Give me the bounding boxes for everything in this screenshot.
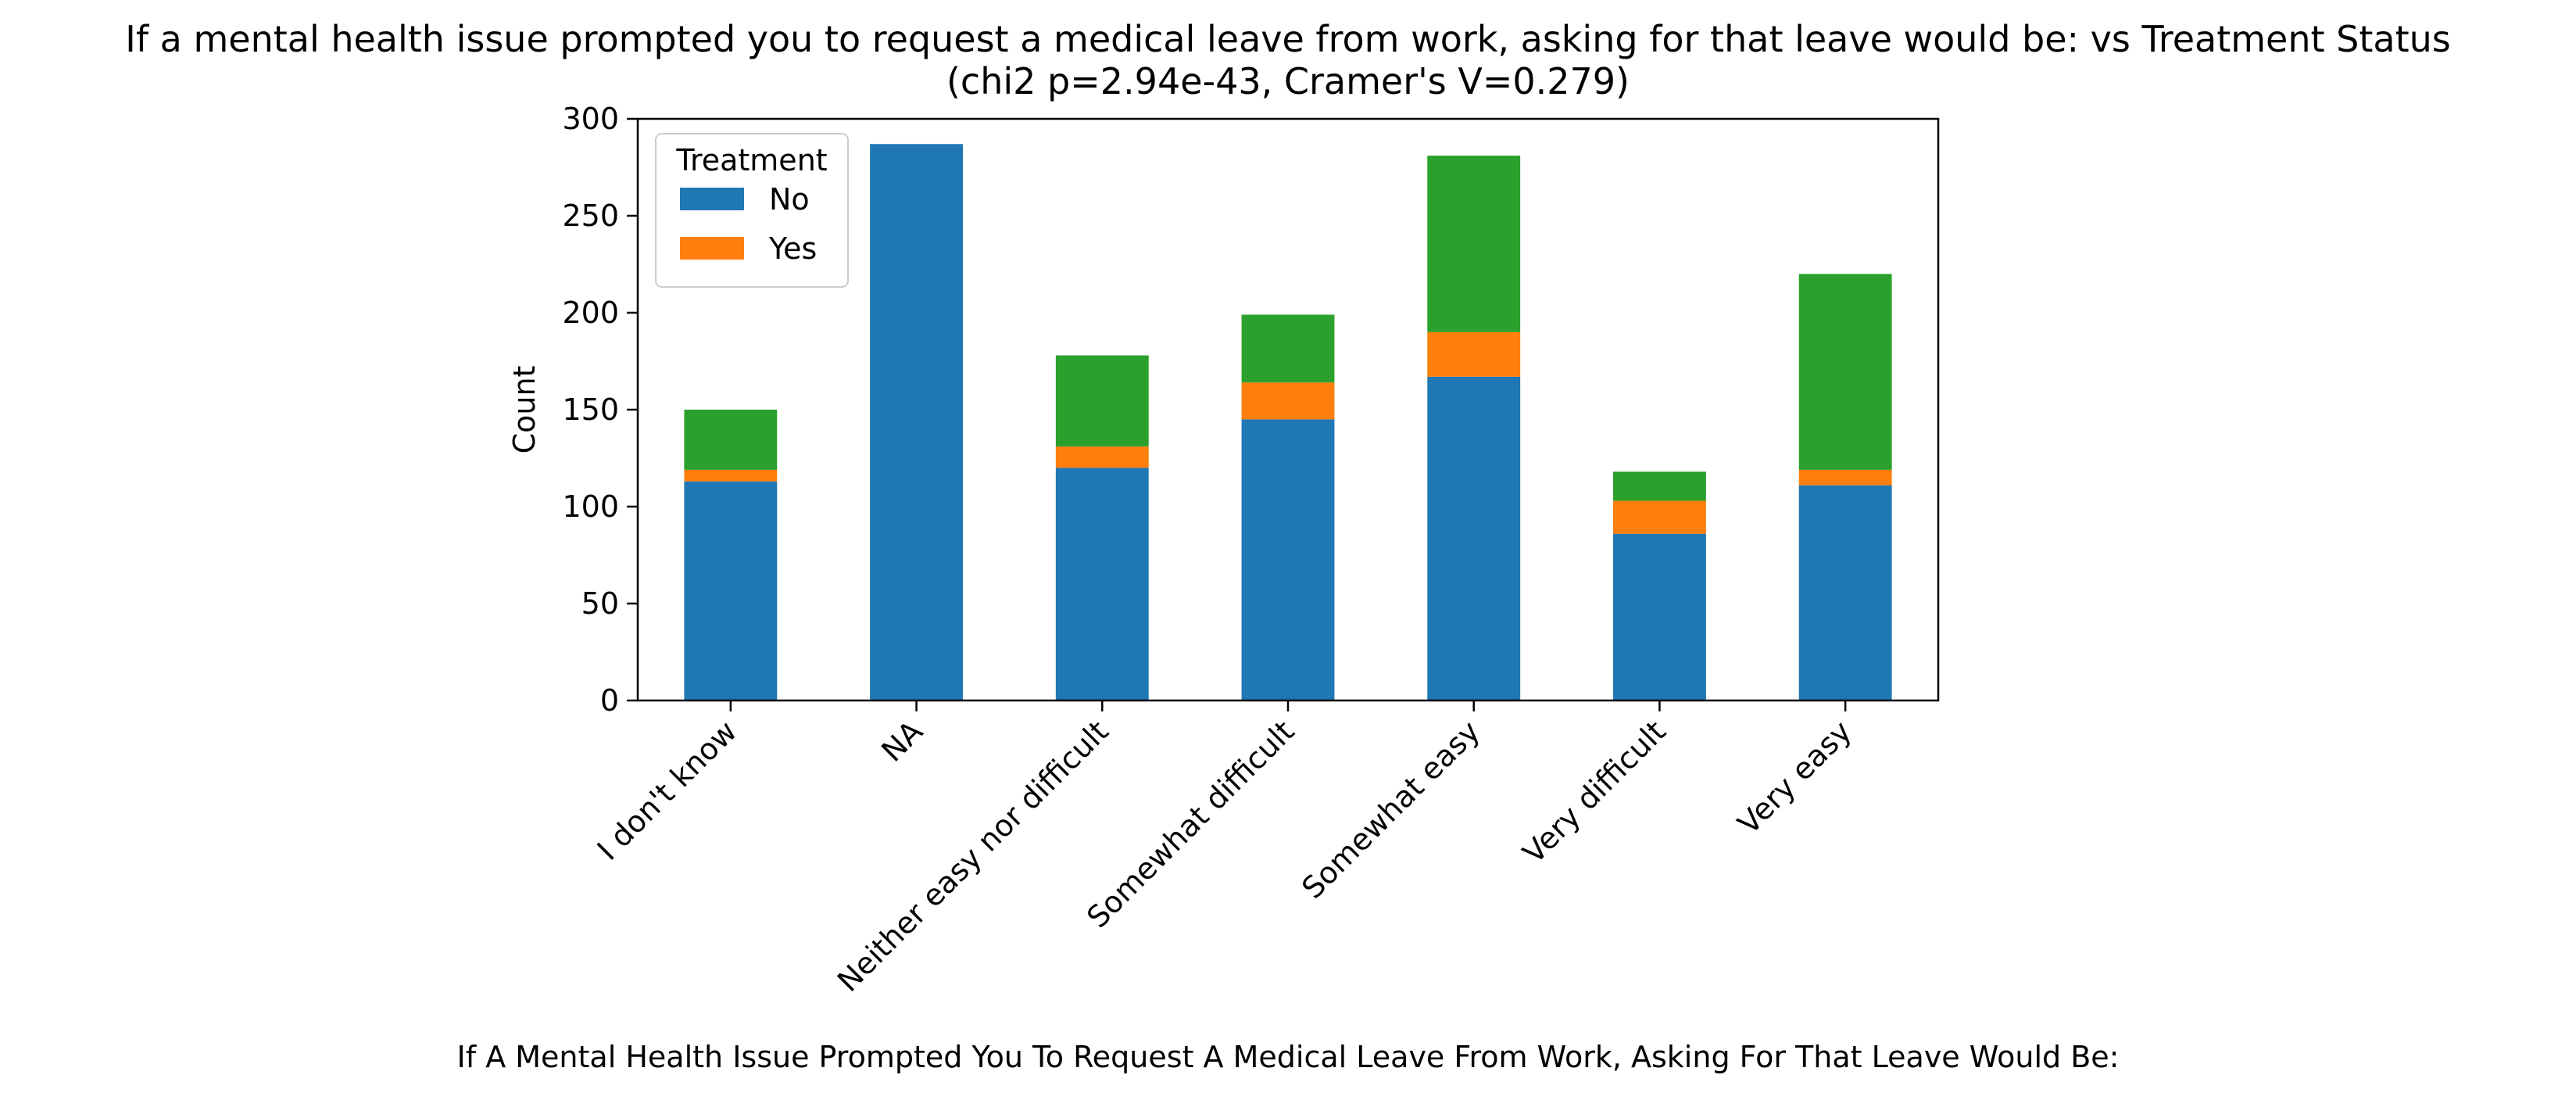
legend-swatch-1 [680,188,744,210]
bar-1-1 [684,481,778,700]
x-tick-label: I don't know [591,714,744,867]
y-tick-label: 100 [562,489,619,524]
x-tick-label: Neither easy nor difficult [831,714,1115,998]
y-tick-label: 150 [562,392,619,427]
y-axis: 0 50 100 150 200 250 300 [562,102,638,718]
y-tick-label: 50 [581,586,619,621]
x-tick-label: Very easy [1731,714,1858,840]
bar-2-7 [1798,469,1892,486]
x-tick-label: Very difficult [1516,714,1673,870]
bar-1-7 [1798,485,1892,700]
bar-3-3 [1055,355,1149,447]
legend-items: No Yes [680,182,817,266]
y-tick-label: 0 [600,683,619,718]
chart-title-line-1: If a mental health issue prompted you to… [125,18,2450,60]
bar-2-5 [1427,331,1521,377]
x-tick-label: Somewhat difficult [1080,714,1301,934]
bar-2-6 [1613,500,1706,534]
bar-2-1 [684,469,778,482]
x-tick-label: NA [875,714,929,769]
bar-2-3 [1055,446,1149,468]
bars-group [684,144,1892,701]
bar-1-3 [1055,468,1149,700]
legend: Treatment No Yes [655,133,849,288]
bar-3-6 [1613,471,1706,501]
legend-swatch-2 [680,237,744,260]
bar-3-1 [684,410,778,470]
y-axis-label: Count [507,366,542,454]
y-tick-label: 300 [562,102,619,136]
bar-3-7 [1798,274,1892,470]
chart-title-line-2: (chi2 p=2.94e-43, Cramer's V=0.279) [946,60,1630,102]
bar-1-5 [1427,376,1521,700]
y-tick-label: 250 [562,199,619,233]
bar-1-2 [870,144,963,701]
bar-1-6 [1613,533,1706,700]
x-axis-label: If A Mental Health Issue Prompted You To… [457,1040,2120,1074]
x-tick-label: Somewhat easy [1295,714,1487,905]
legend-label-2: Yes [768,231,817,266]
bar-2-4 [1241,382,1335,420]
bar-3-5 [1427,156,1521,332]
legend-label-1: No [769,182,810,217]
bar-1-4 [1241,419,1335,700]
legend-title: Treatment [675,143,827,177]
bar-3-4 [1241,314,1335,383]
y-tick-label: 200 [562,296,619,330]
